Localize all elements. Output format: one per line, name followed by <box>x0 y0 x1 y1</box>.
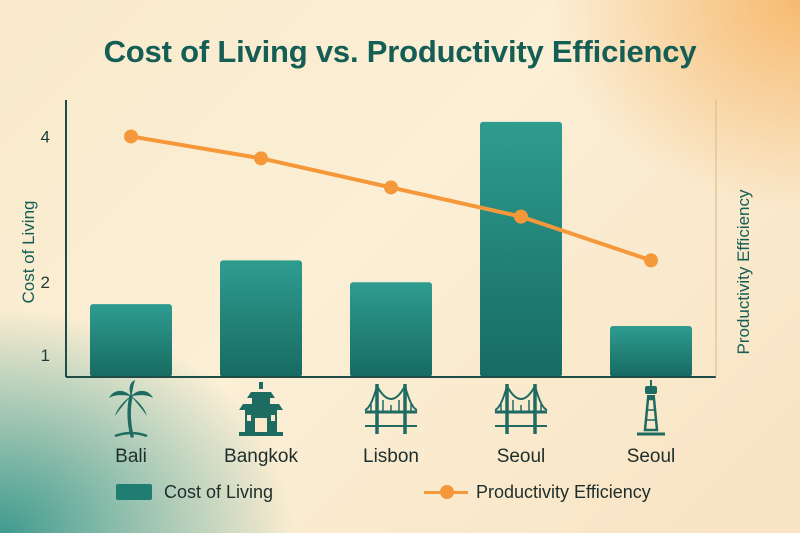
line-point-2 <box>384 180 398 195</box>
temple-icon <box>239 382 283 436</box>
legend-label-cost: Cost of Living <box>164 481 274 502</box>
y-tick-label-1: 2 <box>41 273 50 292</box>
x-tick-label-3: Seoul <box>497 446 546 467</box>
legend-item-cost: Cost of Living <box>116 480 273 504</box>
x-tick-label-1: Bangkok <box>224 446 298 467</box>
x-tick-label-4: Seoul <box>627 446 676 467</box>
bar-4 <box>610 325 692 377</box>
x-tick-label-2: Lisbon <box>363 446 419 467</box>
y-axis-label: Cost of Living <box>19 201 38 304</box>
y-tick-label-0: 1 <box>41 346 50 365</box>
palm-tree-icon <box>109 380 153 438</box>
y2-axis-label: Productivity Efficiency <box>734 189 753 355</box>
bridge-icon <box>494 384 548 434</box>
y-tick-label-2: 4 <box>41 127 50 146</box>
line-point-0 <box>124 129 138 144</box>
legend-bar-swatch <box>116 484 152 500</box>
line-point-3 <box>514 209 528 224</box>
tower-icon <box>637 380 665 436</box>
bar-3 <box>480 121 562 377</box>
x-tick-label-0: Bali <box>115 446 147 467</box>
legend-label-productivity: Productivity Efficiency <box>476 481 651 502</box>
productivity-line <box>129 134 653 263</box>
legend-item-productivity: Productivity Efficiency <box>424 480 651 504</box>
line-point-1 <box>254 151 268 166</box>
chart-title: Cost of Living vs. Productivity Efficien… <box>103 34 697 69</box>
bridge-icon <box>364 384 418 434</box>
line-point-4 <box>644 253 658 268</box>
bar-2 <box>350 282 432 377</box>
bar-1 <box>220 260 302 377</box>
legend-line-swatch <box>424 485 468 499</box>
bar-0 <box>90 304 172 377</box>
